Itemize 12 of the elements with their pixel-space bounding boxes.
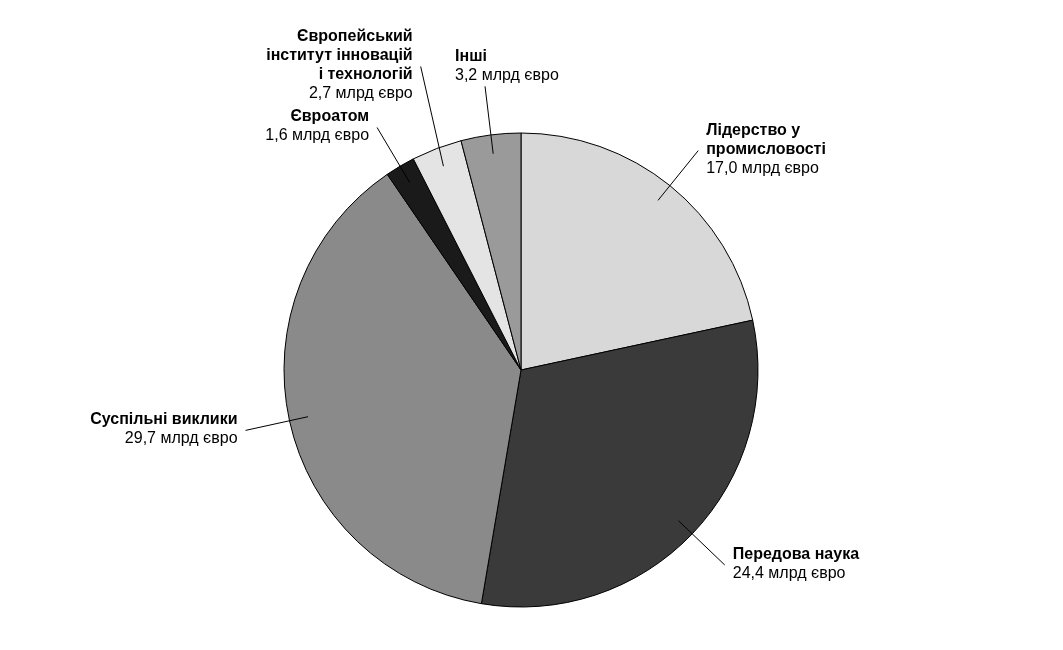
slice-label: Передова наука: [732, 544, 860, 562]
slice-label: Лідерство у промисловості: [706, 121, 826, 158]
data-label: 2,7 млрд євро: [308, 84, 413, 102]
data-label: 1,6 млрд євро: [265, 126, 370, 144]
slice-label: Євроатом: [290, 107, 370, 125]
data-label: 29,7 млрд євро: [124, 429, 238, 447]
data-label: 3,2 млрд євро: [455, 66, 559, 84]
slice-label: Інші: [455, 47, 487, 65]
data-label: 24,4 млрд євро: [732, 563, 846, 581]
slice-label: Суспільні виклики: [90, 410, 238, 428]
data-label: 17,0 млрд євро: [706, 159, 819, 177]
slice-label: Європейський інститут інновацій і технологій: [266, 27, 413, 83]
